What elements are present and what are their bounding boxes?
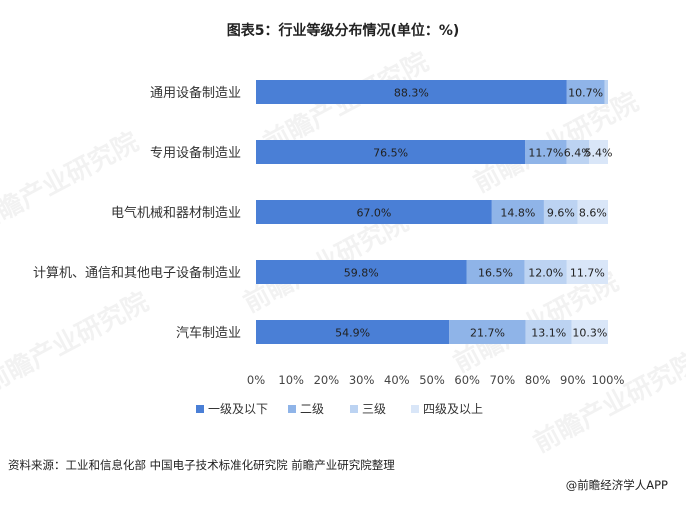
category-label: 专用设备制造业 <box>150 145 241 161</box>
watermark-layer: 前瞻产业研究院前瞻产业研究院前瞻产业研究院前瞻产业研究院前瞻产业研究院前瞻产业研… <box>0 46 686 459</box>
category-labels: 通用设备制造业专用设备制造业电气机械和器材制造业计算机、通信和其他电子设备制造业… <box>33 85 241 341</box>
data-label: 21.7% <box>470 327 505 340</box>
bar-segment <box>566 80 605 104</box>
bar-layer: 88.3% 10.7%76.5% 11.7% 6.4%5.4%67.0% 14.8% 9.… <box>256 80 612 344</box>
bar-segment <box>566 260 608 284</box>
legend-label: 二级 <box>300 402 324 416</box>
legend-label: 一级及以下 <box>208 402 268 416</box>
chart-title: 图表5：行业等级分布情况(单位：%) <box>226 23 460 39</box>
watermark-text: 前瞻产业研究院 <box>0 286 154 399</box>
bar-segment <box>256 200 492 224</box>
x-tick-label: 30% <box>349 373 375 387</box>
source-note: 资料来源：工业和信息化部 中国电子技术标准化研究院 前瞻产业研究院整理 <box>8 458 395 472</box>
bar-segment <box>449 320 526 344</box>
bar-segment <box>524 260 567 284</box>
data-label: 88.3% <box>394 87 429 100</box>
x-tick-label: 50% <box>419 373 445 387</box>
data-label: 14.8% <box>500 207 535 220</box>
category-label: 汽车制造业 <box>176 325 241 341</box>
x-axis-ticks: 0% 10% 20% 30% 40% 50% 60% 70% 80% 90% 100% <box>247 373 625 387</box>
data-label: 9.6% <box>547 207 575 220</box>
legend-swatch <box>196 405 204 413</box>
bar-segment <box>571 320 608 344</box>
bar-segment <box>491 200 544 224</box>
bar-segment <box>525 140 567 164</box>
data-label: 11.7% <box>528 147 563 160</box>
bar-segment <box>577 200 608 224</box>
category-label: 通用设备制造业 <box>150 85 241 101</box>
data-label: 8.6% <box>579 207 607 220</box>
bar-segment <box>256 80 567 104</box>
x-tick-label: 60% <box>454 373 480 387</box>
x-tick-label: 40% <box>384 373 410 387</box>
data-label: 10.7% <box>568 87 603 100</box>
bar-segment <box>256 140 526 164</box>
legend-swatch <box>350 405 358 413</box>
x-tick-label: 0% <box>247 373 265 387</box>
x-tick-label: 80% <box>525 373 551 387</box>
legend: 一级及以下 二级 三级 四级及以上 <box>196 402 483 416</box>
data-label: 54.9% <box>335 327 370 340</box>
bar-segment <box>566 140 589 164</box>
watermark-text: 前瞻产业研究院 <box>0 126 144 239</box>
brand-credit: @前瞻经济学人APP <box>565 478 668 492</box>
data-label: 6.4% <box>564 147 592 160</box>
watermark-text: 前瞻产业研究院 <box>528 346 686 459</box>
bar-segment <box>256 320 450 344</box>
data-label: 10.3% <box>572 327 607 340</box>
x-tick-label: 100% <box>592 373 625 387</box>
data-label: 12.0% <box>528 267 563 280</box>
x-tick-label: 70% <box>490 373 516 387</box>
data-label: 13.1% <box>531 327 566 340</box>
x-tick-label: 10% <box>278 373 304 387</box>
bar-segment <box>604 80 608 104</box>
legend-swatch <box>288 405 296 413</box>
category-label: 计算机、通信和其他电子设备制造业 <box>33 265 241 281</box>
data-label: 59.8% <box>344 267 379 280</box>
legend-label: 三级 <box>362 402 386 416</box>
x-tick-label: 20% <box>314 373 340 387</box>
bar-segment <box>525 320 572 344</box>
legend-label: 四级及以上 <box>423 402 483 416</box>
data-label: 16.5% <box>478 267 513 280</box>
data-label: 67.0% <box>356 207 391 220</box>
x-tick-label: 90% <box>560 373 586 387</box>
data-label: 5.4% <box>585 147 613 160</box>
bar-segment <box>256 260 467 284</box>
data-label: 76.5% <box>373 147 408 160</box>
category-label: 电气机械和器材制造业 <box>111 205 241 221</box>
bar-segment <box>466 260 525 284</box>
bar-segment <box>588 140 608 164</box>
bar-segment <box>543 200 578 224</box>
legend-swatch <box>411 405 419 413</box>
data-label: 11.7% <box>570 267 605 280</box>
